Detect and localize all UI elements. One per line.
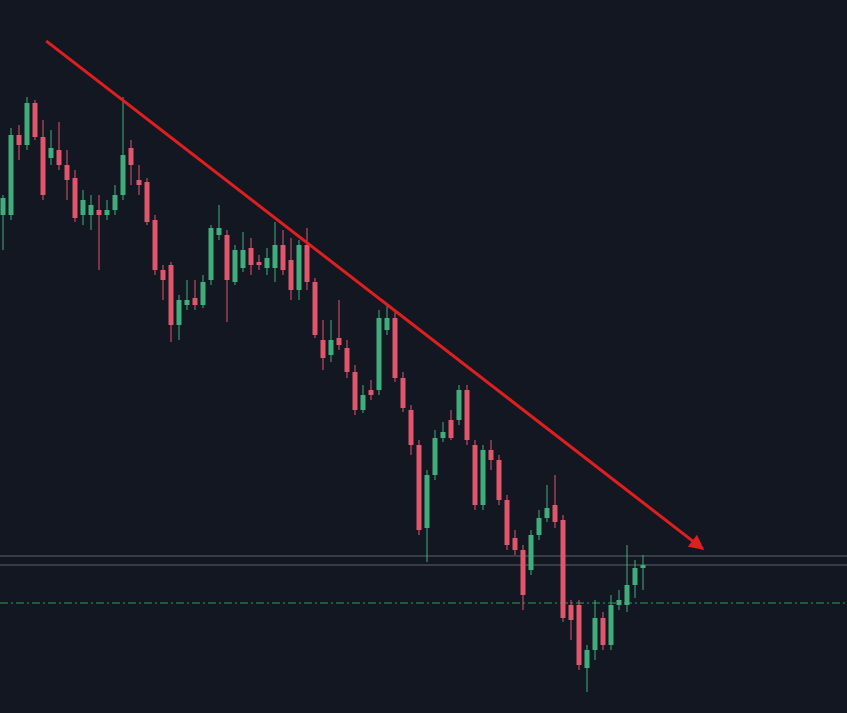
candle-body (240, 250, 246, 268)
candle-body (512, 538, 518, 550)
candle-body (216, 228, 222, 235)
candle-body (336, 338, 342, 345)
candle-body (136, 180, 142, 185)
candle-body (344, 348, 350, 372)
candle-body (632, 568, 638, 585)
candle-body (256, 262, 262, 265)
candle-body (248, 248, 254, 265)
candle-body (448, 420, 454, 438)
candle-body (40, 137, 46, 195)
candle-body (288, 260, 294, 290)
candle-body (536, 518, 542, 535)
candle-body (432, 438, 438, 475)
candle-body (600, 618, 606, 645)
candle-body (280, 245, 286, 270)
candle-body (352, 372, 358, 410)
candle-body (368, 390, 374, 395)
candle-body (376, 318, 382, 390)
candle-body (8, 135, 14, 215)
candle-body (128, 148, 134, 165)
candle-body (456, 390, 462, 420)
candle-body (584, 650, 590, 668)
candle-body (296, 245, 302, 290)
candle-body (72, 178, 78, 218)
candle-body (80, 200, 86, 215)
candle-body (168, 265, 174, 325)
candle-body (32, 103, 38, 137)
candle-body (544, 508, 550, 518)
candle-body (64, 165, 70, 180)
candle-body (480, 450, 486, 505)
candle-body (144, 182, 150, 222)
candle-body (424, 475, 430, 528)
candle-body (408, 410, 414, 445)
candle-body (496, 460, 502, 500)
candle-body (312, 282, 318, 335)
candle-body (552, 505, 558, 522)
candle-body (16, 135, 22, 145)
candle-body (608, 605, 614, 645)
candle-body (528, 535, 534, 570)
candle-body (616, 600, 622, 605)
candle-body (440, 432, 446, 438)
candle-body (640, 565, 646, 568)
candle-body (96, 210, 102, 215)
candle-body (112, 195, 118, 210)
candle-body (360, 395, 366, 410)
candle-body (592, 618, 598, 650)
candle-body (192, 298, 198, 305)
candle-body (200, 282, 206, 305)
candle-body (568, 605, 574, 620)
candle-body (208, 228, 214, 280)
candle-body (384, 318, 390, 330)
trend-line (45, 39, 705, 551)
candle-body (24, 103, 30, 145)
candle-body (504, 500, 510, 545)
candle-body (224, 235, 230, 280)
candle-body (232, 250, 238, 282)
candle-body (104, 210, 110, 215)
candle-body (392, 318, 398, 378)
candle-body (160, 270, 166, 280)
candle-body (400, 378, 406, 408)
candle-body (520, 550, 526, 595)
candle-body (176, 300, 182, 325)
candle-body (320, 340, 326, 358)
candle-body (184, 300, 190, 305)
candle-body (416, 445, 422, 530)
candle-body (120, 155, 126, 195)
candle-body (56, 150, 62, 165)
candle-body (88, 205, 94, 215)
candle-body (272, 245, 278, 268)
candle-body (624, 585, 630, 605)
candle-body (560, 520, 566, 618)
candle-body (152, 220, 158, 270)
candle-body (264, 258, 270, 268)
candle-body (328, 340, 334, 355)
candle-body (472, 445, 478, 505)
candle-body (464, 390, 470, 440)
candle-body (48, 148, 54, 158)
candle-body (488, 450, 494, 460)
candle-body (304, 245, 310, 282)
candle-body (576, 605, 582, 665)
candle-body (0, 198, 6, 215)
